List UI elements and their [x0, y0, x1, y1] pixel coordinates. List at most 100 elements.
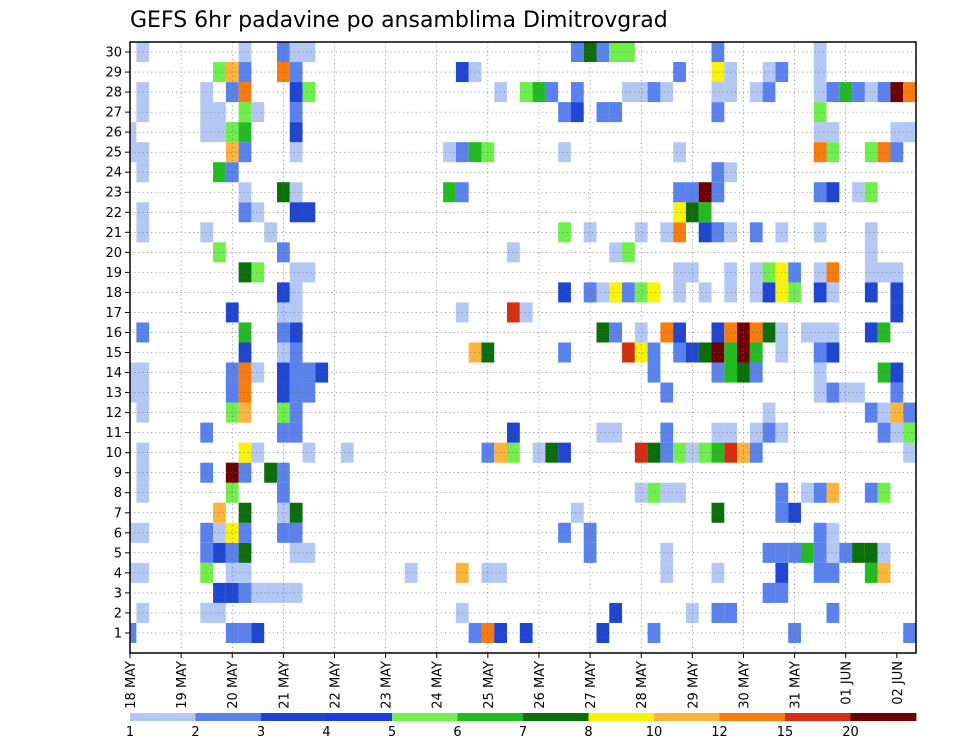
- heatmap-cell: [276, 42, 290, 63]
- heatmap-cell: [685, 342, 699, 363]
- heatmap-cell: [289, 502, 303, 523]
- heatmap-cell: [289, 402, 303, 423]
- heatmap-cell: [130, 522, 137, 543]
- heatmap-cell: [813, 82, 827, 103]
- y-tick-label: 13: [105, 386, 122, 401]
- heatmap-cell: [302, 262, 316, 283]
- heatmap-cell: [711, 362, 725, 383]
- heatmap-cell: [238, 82, 252, 103]
- heatmap-cell: [877, 142, 891, 163]
- heatmap-cell: [903, 122, 916, 143]
- heatmap-cell: [813, 522, 827, 543]
- heatmap-cell: [570, 82, 584, 103]
- heatmap-cell: [890, 422, 904, 443]
- heatmap-cell: [213, 502, 226, 523]
- heatmap-cell: [647, 442, 661, 463]
- colorbar-swatch: [654, 713, 720, 721]
- x-tick-label: 29 MAY: [686, 661, 701, 709]
- heatmap-cell: [289, 182, 303, 203]
- colorbar-swatch: [785, 713, 851, 721]
- heatmap-cell: [711, 222, 725, 243]
- heatmap-cell: [583, 542, 597, 563]
- y-tick-label: 15: [105, 346, 122, 361]
- heatmap-cell: [213, 242, 226, 263]
- heatmap-cell: [826, 262, 840, 283]
- y-tick-label: 29: [105, 66, 122, 81]
- heatmap-cell: [558, 442, 571, 463]
- heatmap-cell: [289, 362, 303, 383]
- x-tick-label: 26 MAY: [533, 661, 548, 709]
- heatmap-cell: [826, 142, 840, 163]
- heatmap-cell: [289, 282, 303, 303]
- heatmap-cell: [864, 142, 878, 163]
- heatmap-cell: [826, 482, 840, 503]
- heatmap-cell: [289, 122, 303, 143]
- heatmap-cell: [634, 442, 648, 463]
- heatmap-cell: [302, 82, 316, 103]
- y-tick-label: 19: [105, 266, 122, 281]
- heatmap-cell: [507, 422, 520, 443]
- heatmap-cell: [289, 382, 303, 403]
- heatmap-cell: [647, 482, 661, 503]
- heatmap-cell: [685, 442, 699, 463]
- heatmap-cell: [813, 282, 827, 303]
- heatmap-cell: [238, 262, 252, 283]
- heatmap-cell: [130, 562, 137, 583]
- heatmap-cell: [315, 362, 329, 383]
- heatmap-cell: [251, 622, 265, 643]
- heatmap-cell: [609, 42, 623, 63]
- heatmap-cell: [130, 142, 137, 163]
- heatmap-cell: [877, 322, 891, 343]
- heatmap-cell: [903, 82, 916, 103]
- heatmap-cell: [545, 442, 559, 463]
- heatmap-cell: [238, 562, 252, 583]
- heatmap-cell: [130, 622, 137, 643]
- heatmap-cell: [711, 322, 725, 343]
- colorbar-swatch: [195, 713, 262, 721]
- y-tick-label: 12: [105, 406, 122, 421]
- heatmap-cell: [660, 542, 674, 563]
- heatmap-cell: [289, 302, 303, 323]
- y-tick-label: 4: [114, 566, 122, 581]
- colorbar-label: 1: [126, 725, 134, 740]
- heatmap-cell: [276, 182, 290, 203]
- heatmap-cell: [864, 482, 878, 503]
- heatmap-cell: [225, 522, 239, 543]
- heatmap-cell: [289, 422, 303, 443]
- y-tick-label: 20: [105, 246, 122, 261]
- heatmap-cell: [877, 262, 891, 283]
- heatmap-cell: [698, 182, 712, 203]
- heatmap-cell: [864, 262, 878, 283]
- colorbar-swatch: [850, 713, 917, 721]
- heatmap-cell: [685, 262, 699, 283]
- heatmap-cell: [813, 482, 827, 503]
- x-tick-label: 19 MAY: [175, 661, 190, 709]
- colorbar-swatch: [523, 713, 589, 721]
- heatmap-cell: [826, 82, 840, 103]
- heatmap-cell: [213, 162, 226, 183]
- heatmap-cell: [609, 282, 623, 303]
- x-tick-label: 30 MAY: [737, 661, 752, 709]
- heatmap-cell: [673, 442, 686, 463]
- heatmap-cell: [622, 242, 635, 263]
- heatmap-cell: [302, 42, 316, 63]
- heatmap-cell: [852, 382, 865, 403]
- heatmap-cell: [826, 562, 840, 583]
- colorbar-label: 10: [646, 725, 663, 740]
- x-tick-label: 21 MAY: [277, 661, 292, 709]
- heatmap-cell: [813, 542, 827, 563]
- heatmap-cell: [545, 82, 559, 103]
- heatmap-cell: [609, 322, 623, 343]
- y-tick-label: 9: [114, 466, 122, 481]
- colorbar-swatch: [261, 713, 327, 721]
- heatmap-cell: [130, 122, 137, 143]
- y-tick-label: 3: [114, 586, 122, 601]
- heatmap-cell: [647, 362, 661, 383]
- heatmap-cell: [264, 582, 277, 603]
- heatmap-cell: [813, 142, 827, 163]
- heatmap-cell: [864, 322, 878, 343]
- heatmap-cell: [213, 542, 226, 563]
- heatmap-cell: [877, 82, 891, 103]
- heatmap-cell: [813, 122, 827, 143]
- heatmap-cell: [238, 502, 252, 523]
